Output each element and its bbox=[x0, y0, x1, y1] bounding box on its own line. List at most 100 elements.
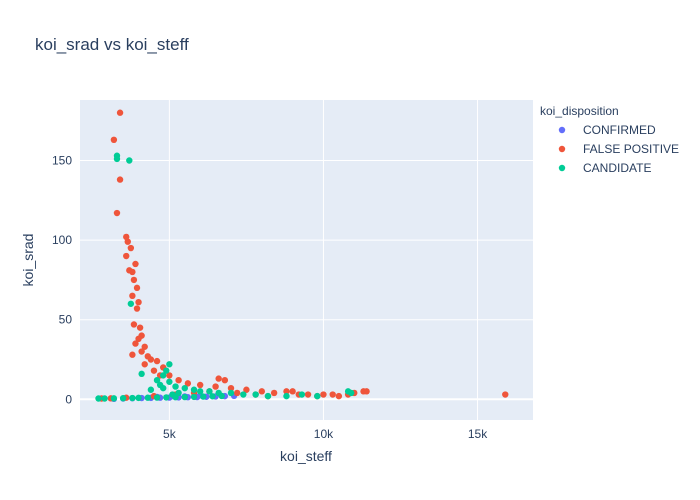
data-point[interactable] bbox=[127, 244, 135, 252]
data-point[interactable] bbox=[135, 298, 142, 306]
data-point[interactable] bbox=[289, 388, 296, 395]
data-point[interactable] bbox=[206, 388, 213, 395]
data-point[interactable] bbox=[153, 357, 161, 365]
data-point[interactable] bbox=[347, 389, 355, 397]
data-point[interactable] bbox=[298, 391, 306, 398]
data-point[interactable] bbox=[243, 386, 250, 393]
data-point[interactable] bbox=[166, 378, 173, 385]
data-point[interactable] bbox=[218, 392, 225, 400]
data-point[interactable] bbox=[363, 388, 370, 395]
data-point[interactable] bbox=[144, 394, 151, 401]
x-tick-label: 5k bbox=[163, 427, 177, 441]
data-point[interactable] bbox=[184, 380, 192, 387]
data-point[interactable] bbox=[101, 395, 108, 402]
data-point[interactable] bbox=[190, 393, 198, 401]
data-point[interactable] bbox=[163, 394, 170, 401]
data-point[interactable] bbox=[175, 389, 182, 397]
data-point[interactable] bbox=[181, 384, 188, 392]
data-point[interactable] bbox=[502, 391, 509, 398]
data-point[interactable] bbox=[215, 375, 222, 382]
data-point[interactable] bbox=[132, 340, 139, 347]
data-point[interactable] bbox=[200, 393, 207, 400]
legend-label: CONFIRMED bbox=[583, 123, 656, 137]
data-point[interactable] bbox=[119, 394, 127, 402]
data-point[interactable] bbox=[212, 383, 219, 390]
data-point[interactable] bbox=[172, 383, 179, 390]
data-point[interactable] bbox=[129, 268, 136, 276]
data-point[interactable] bbox=[130, 321, 138, 328]
legend-item[interactable]: FALSE POSITIVE bbox=[558, 142, 679, 156]
data-point[interactable] bbox=[136, 324, 144, 331]
data-point[interactable] bbox=[160, 384, 167, 392]
data-point[interactable] bbox=[132, 260, 139, 268]
data-point[interactable] bbox=[209, 393, 216, 400]
legend-item[interactable]: CONFIRMED bbox=[558, 123, 656, 137]
data-point[interactable] bbox=[150, 367, 158, 374]
data-point[interactable] bbox=[258, 388, 266, 395]
data-point[interactable] bbox=[147, 386, 155, 393]
data-point[interactable] bbox=[133, 284, 141, 292]
data-point[interactable] bbox=[227, 389, 235, 397]
data-point[interactable] bbox=[314, 392, 321, 400]
data-point[interactable] bbox=[283, 388, 290, 395]
data-point[interactable] bbox=[123, 252, 130, 260]
data-point[interactable] bbox=[135, 335, 142, 343]
data-point[interactable] bbox=[233, 389, 241, 397]
data-point[interactable] bbox=[129, 351, 136, 358]
data-point[interactable] bbox=[141, 343, 148, 350]
y-axis-title: koi_srad bbox=[20, 234, 36, 287]
data-point[interactable] bbox=[113, 209, 121, 217]
x-axis-title: koi_steff bbox=[280, 448, 332, 464]
data-point[interactable] bbox=[138, 348, 145, 355]
data-point[interactable] bbox=[169, 391, 176, 398]
data-point[interactable] bbox=[127, 300, 135, 307]
y-tick-label: 50 bbox=[59, 313, 73, 327]
data-point[interactable] bbox=[221, 376, 229, 384]
data-point[interactable] bbox=[181, 393, 188, 401]
data-point[interactable] bbox=[153, 394, 161, 401]
data-point[interactable] bbox=[113, 155, 121, 163]
data-point[interactable] bbox=[227, 384, 235, 392]
data-point[interactable] bbox=[147, 356, 155, 363]
data-point[interactable] bbox=[283, 392, 290, 400]
data-point[interactable] bbox=[163, 367, 170, 374]
data-point[interactable] bbox=[329, 391, 336, 398]
data-point[interactable] bbox=[335, 392, 343, 400]
data-points bbox=[95, 109, 509, 403]
data-point[interactable] bbox=[124, 238, 131, 245]
data-point[interactable] bbox=[153, 376, 161, 384]
legend-title: koi_disposition bbox=[540, 104, 619, 118]
x-tick-label: 15k bbox=[468, 427, 488, 441]
data-point[interactable] bbox=[116, 109, 124, 116]
chart-title: koi_srad vs koi_steff bbox=[35, 35, 189, 54]
data-point[interactable] bbox=[175, 376, 182, 384]
data-point[interactable] bbox=[129, 292, 136, 300]
data-point[interactable] bbox=[264, 392, 272, 400]
data-point[interactable] bbox=[126, 157, 133, 164]
data-point[interactable] bbox=[160, 372, 167, 379]
data-point[interactable] bbox=[141, 361, 148, 368]
data-point[interactable] bbox=[196, 381, 204, 389]
data-point[interactable] bbox=[166, 372, 173, 379]
data-point[interactable] bbox=[196, 388, 204, 395]
data-point[interactable] bbox=[95, 395, 102, 402]
data-point[interactable] bbox=[252, 391, 259, 398]
data-point[interactable] bbox=[129, 394, 136, 402]
data-point[interactable] bbox=[270, 389, 278, 397]
data-point[interactable] bbox=[190, 386, 198, 393]
x-tick-label: 10k bbox=[314, 427, 334, 441]
data-point[interactable] bbox=[130, 276, 138, 284]
legend-label: CANDIDATE bbox=[583, 161, 651, 175]
data-point[interactable] bbox=[166, 361, 173, 368]
data-point[interactable] bbox=[320, 391, 327, 398]
data-point[interactable] bbox=[116, 176, 124, 183]
data-point[interactable] bbox=[304, 391, 312, 398]
data-point[interactable] bbox=[110, 395, 118, 402]
data-point[interactable] bbox=[138, 370, 145, 378]
data-point[interactable] bbox=[135, 394, 142, 402]
data-point[interactable] bbox=[240, 391, 247, 398]
legend-item[interactable]: CANDIDATE bbox=[558, 161, 652, 175]
data-point[interactable] bbox=[133, 305, 141, 312]
data-point[interactable] bbox=[110, 136, 118, 144]
